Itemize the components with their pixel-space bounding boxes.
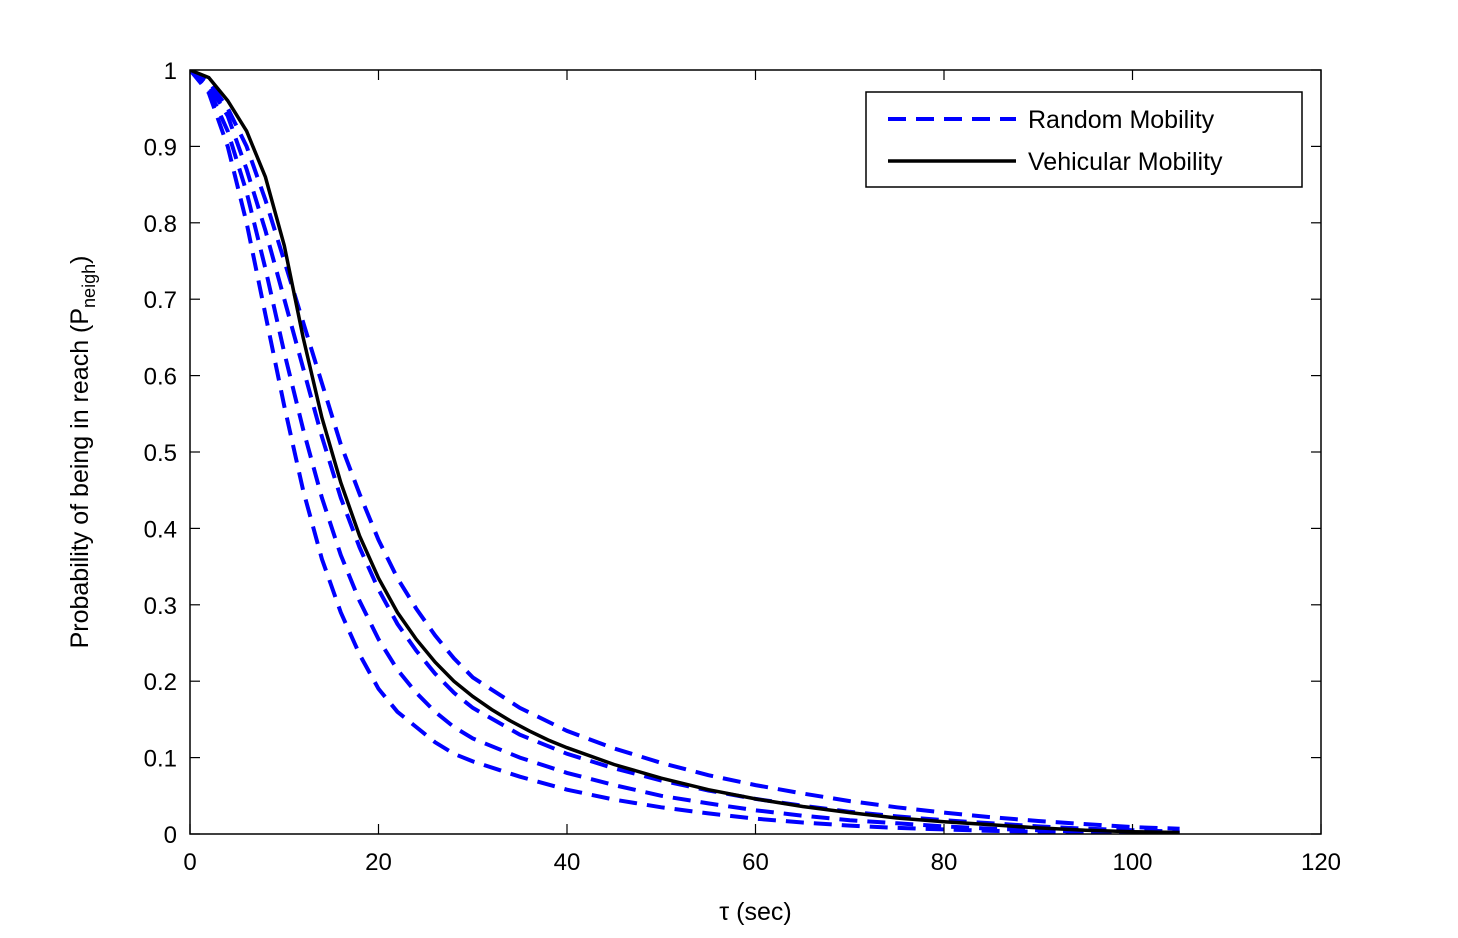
y-tick-label: 0 bbox=[164, 822, 177, 849]
x-tick-label: 60 bbox=[742, 849, 769, 876]
x-tick-label: 20 bbox=[365, 849, 392, 876]
x-tick-label: 40 bbox=[554, 849, 581, 876]
x-tick-label: 100 bbox=[1112, 849, 1152, 876]
axis-ticks: 0 20 40 60 80 100 120 0 0.1 0.2 0.3 0.4 0.5 0.6 0.7 0.8… bbox=[144, 58, 1341, 876]
x-tick-label: 80 bbox=[931, 849, 958, 876]
y-tick-label: 0.3 bbox=[144, 593, 177, 620]
plot-area bbox=[190, 70, 1180, 834]
series-random-mobility-curve-4 bbox=[190, 70, 1180, 831]
x-tick-label: 120 bbox=[1301, 849, 1341, 876]
series-vehicular-mobility-line bbox=[190, 70, 1180, 834]
series-random-mobility-curve-3 bbox=[190, 70, 1180, 834]
y-tick-label: 0.6 bbox=[144, 364, 177, 391]
legend-box bbox=[865, 91, 1303, 188]
y-tick-label: 0.7 bbox=[144, 287, 177, 314]
legend-label-1: Random Mobility bbox=[1028, 106, 1215, 134]
y-axis-label-subscript: neigh bbox=[79, 264, 99, 308]
y-tick-label: 1 bbox=[164, 58, 177, 85]
legend-label-2: Vehicular Mobility bbox=[1028, 148, 1223, 176]
y-tick-label: 0.4 bbox=[144, 516, 177, 543]
y-tick-label: 0.8 bbox=[144, 211, 177, 238]
series-random-mobility-curve-2 bbox=[190, 70, 1180, 834]
y-tick-label: 0.2 bbox=[144, 669, 177, 696]
x-tick-label: 0 bbox=[183, 849, 196, 876]
series-random-mobility-curve-1 bbox=[190, 70, 1180, 834]
y-axis-label-main: Probability of being in reach (P bbox=[66, 308, 94, 648]
y-axis-label-close: ) bbox=[66, 256, 94, 264]
y-tick-label: 0.1 bbox=[144, 746, 177, 773]
y-axis-label: Probability of being in reach (Pneigh) bbox=[66, 256, 99, 649]
y-tick-label: 0.5 bbox=[144, 440, 177, 467]
legend: Random Mobility Vehicular Mobility bbox=[865, 91, 1303, 188]
y-tick-label: 0.9 bbox=[144, 134, 177, 161]
x-axis-label: τ (sec) bbox=[719, 898, 791, 926]
